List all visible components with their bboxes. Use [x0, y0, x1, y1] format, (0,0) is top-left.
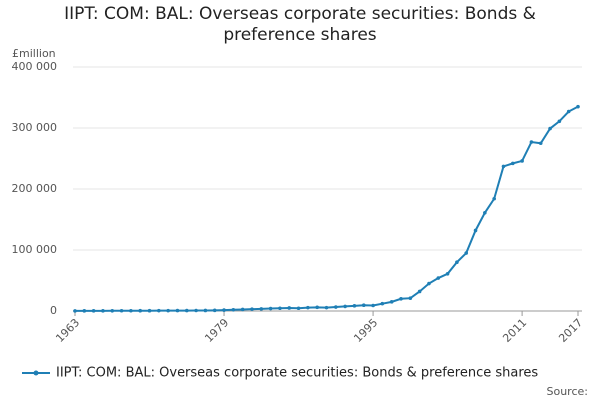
y-axis-label: £million — [12, 47, 56, 60]
point — [399, 297, 403, 301]
point — [464, 251, 469, 255]
source: Source: — [547, 385, 589, 398]
point — [352, 304, 357, 308]
y-tick-label: 400 000 — [12, 60, 58, 73]
point — [212, 308, 217, 313]
point — [73, 309, 77, 313]
point — [129, 308, 133, 313]
point — [483, 210, 487, 215]
line — [74, 105, 579, 312]
point — [324, 305, 329, 310]
x-tick-label: 1963 — [53, 316, 82, 345]
point — [492, 196, 496, 201]
point — [138, 308, 143, 313]
point — [501, 164, 506, 169]
point — [306, 305, 310, 310]
point — [529, 140, 534, 144]
legend-marker — [33, 370, 39, 376]
point — [119, 308, 124, 313]
point — [566, 109, 571, 114]
point — [408, 296, 413, 300]
point — [157, 308, 161, 313]
point — [91, 309, 96, 313]
point — [184, 308, 189, 313]
point — [278, 306, 282, 311]
point — [510, 161, 515, 166]
point — [240, 307, 245, 312]
y-tick-label: 100 000 — [12, 243, 58, 256]
point — [557, 119, 562, 124]
y-tick-label: 200 000 — [12, 182, 58, 195]
point — [259, 307, 264, 311]
point — [445, 271, 450, 276]
point — [101, 309, 105, 313]
point — [389, 300, 394, 304]
point — [473, 228, 478, 233]
point — [110, 308, 115, 313]
point — [175, 308, 180, 313]
y-tick-label: 300 000 — [12, 121, 58, 134]
point — [250, 307, 254, 311]
point — [371, 303, 375, 308]
x-tick-label: 1979 — [202, 316, 231, 345]
point — [548, 126, 552, 131]
point — [455, 260, 459, 265]
point — [231, 307, 236, 312]
point — [427, 281, 431, 286]
point — [538, 141, 543, 146]
point — [222, 308, 226, 312]
point — [166, 308, 170, 313]
chart-title: IIPT: COM: BAL: Overseas corporate secur… — [64, 4, 536, 45]
point — [147, 308, 152, 313]
point — [82, 309, 87, 313]
x-tick-label: 1995 — [351, 316, 380, 345]
point — [380, 301, 385, 306]
point — [296, 306, 301, 311]
point — [203, 308, 208, 313]
point — [520, 159, 524, 163]
point — [194, 308, 198, 313]
legend-label: IIPT: COM: BAL: Overseas corporate secur… — [56, 366, 538, 381]
point — [361, 303, 366, 308]
point — [576, 104, 580, 109]
point — [315, 305, 319, 310]
x-tick-label: 2011 — [500, 316, 529, 345]
point — [343, 304, 347, 309]
y-tick-label: 0 — [50, 304, 57, 317]
point — [417, 289, 422, 294]
point — [268, 306, 273, 311]
point — [287, 306, 292, 310]
point — [334, 305, 338, 309]
point — [436, 276, 441, 280]
x-tick-label: 2017 — [556, 316, 585, 345]
